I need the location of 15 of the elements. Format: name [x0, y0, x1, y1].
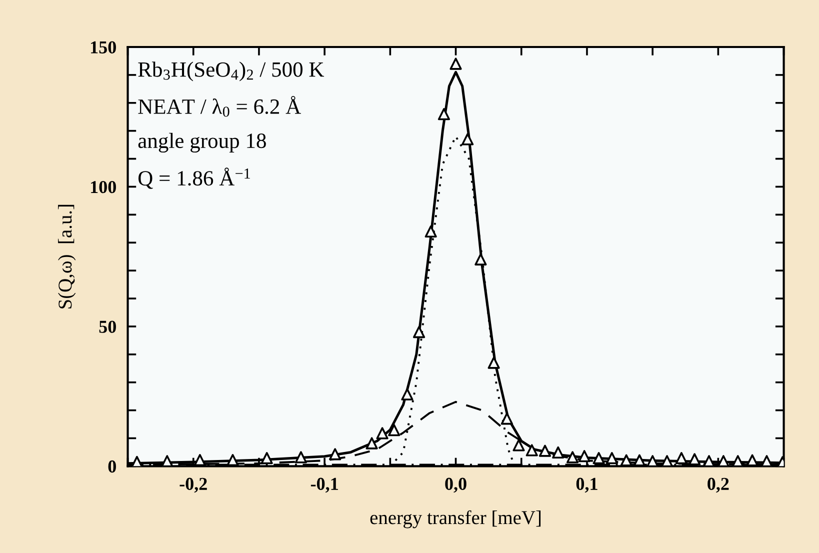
- x-tick-label: 0,2: [708, 478, 729, 493]
- y-axis-title: S(Q,ω) [a.u.]: [58, 204, 76, 308]
- x-tick-label: -0,1: [310, 478, 338, 493]
- annotation: angle group 18: [138, 132, 266, 153]
- annotation: Q = 1.86 Å$^{−1}$: [138, 168, 250, 189]
- y-tick-label: 150: [91, 41, 116, 54]
- y-tick-label: 0: [108, 460, 116, 473]
- y-tick-label: 50: [99, 320, 116, 333]
- x-tick-label: 0,1: [576, 478, 598, 493]
- x-axis-title: energy transfer [meV]: [370, 510, 541, 528]
- annotation: NEAT / λ$_{0}$ = 6.2 Å: [138, 96, 301, 117]
- x-tick-label: 0,0: [445, 478, 466, 493]
- y-tick-label: 100: [91, 180, 116, 194]
- annotation: Rb$_{3}$H(SeO$_{4}$)$_{2}$ / 500 K: [138, 62, 324, 82]
- x-tick-label: -0,2: [180, 478, 207, 493]
